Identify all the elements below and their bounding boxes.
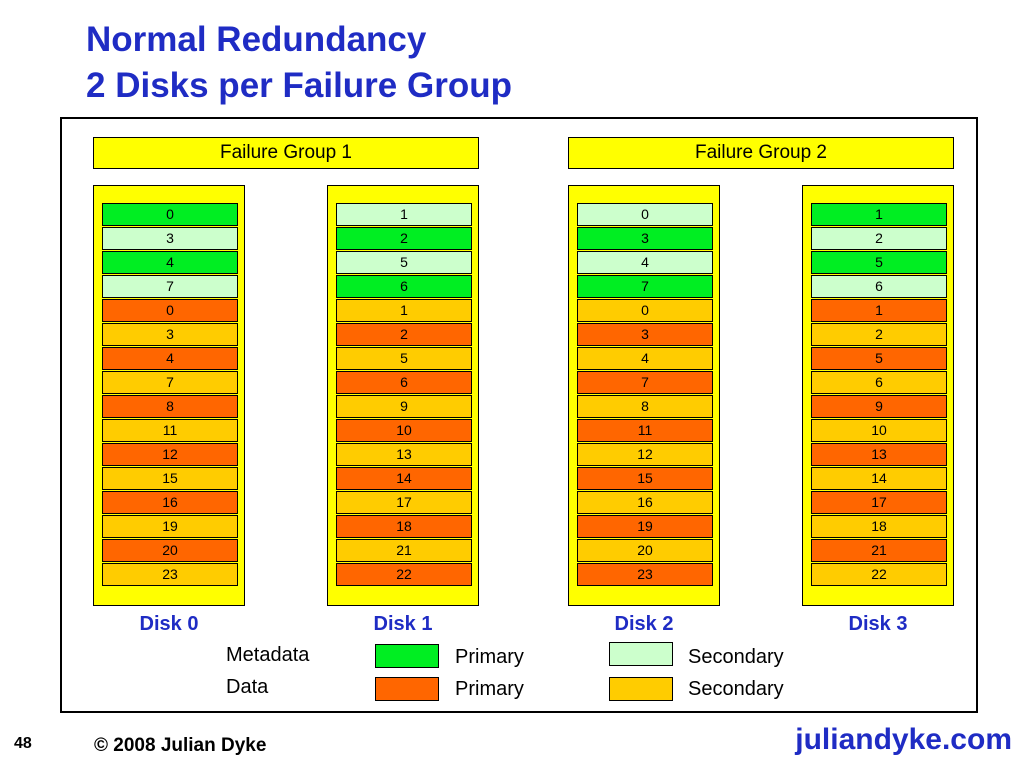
disk-cell: 1 [811, 203, 947, 226]
disk-cell: 4 [102, 251, 238, 274]
diagram-frame [60, 117, 978, 713]
disk-cell: 15 [577, 467, 713, 490]
disk-cell: 17 [811, 491, 947, 514]
disk-cell: 6 [811, 371, 947, 394]
disk-2-cells: 0 3 4 7 0 3 4 7 8 11 12 15 16 19 20 23 [577, 203, 713, 587]
disk-cell: 11 [577, 419, 713, 442]
disk-cell: 5 [336, 251, 472, 274]
disk-cell: 8 [102, 395, 238, 418]
disk-cell: 6 [336, 371, 472, 394]
disk-cell: 23 [102, 563, 238, 586]
title-line-1: Normal Redundancy [86, 20, 427, 59]
legend-data-primary-swatch [375, 677, 439, 701]
disk-1-label: Disk 1 [373, 613, 433, 635]
disk-cell: 0 [102, 203, 238, 226]
disk-cell: 21 [336, 539, 472, 562]
disk-2-label: Disk 2 [614, 613, 674, 635]
disk-3-cells: 1 2 5 6 1 2 5 6 9 10 13 14 17 18 21 22 [811, 203, 947, 587]
disk-cell: 0 [102, 299, 238, 322]
site-link[interactable]: juliandyke.com [795, 723, 1012, 756]
disk-cell: 7 [577, 371, 713, 394]
disk-cell: 12 [102, 443, 238, 466]
disk-cell: 8 [577, 395, 713, 418]
disk-cell: 5 [336, 347, 472, 370]
disk-0-cells: 0 3 4 7 0 3 4 7 8 11 12 15 16 19 20 23 [102, 203, 238, 587]
disk-cell: 13 [811, 443, 947, 466]
legend-metadata-primary-swatch [375, 644, 439, 668]
disk-cell: 4 [577, 347, 713, 370]
disk-cell: 14 [336, 467, 472, 490]
legend-metadata-label: Metadata [226, 644, 310, 666]
disk-cell: 7 [577, 275, 713, 298]
disk-2: 0 3 4 7 0 3 4 7 8 11 12 15 16 19 20 23 [568, 185, 720, 606]
disk-cell: 1 [811, 299, 947, 322]
disk-cell: 5 [811, 251, 947, 274]
disk-cell: 19 [102, 515, 238, 538]
disk-cell: 3 [102, 227, 238, 250]
disk-cell: 0 [577, 203, 713, 226]
disk-cell: 10 [811, 419, 947, 442]
disk-cell: 2 [811, 227, 947, 250]
disk-cell: 2 [336, 227, 472, 250]
disk-cell: 10 [336, 419, 472, 442]
disk-cell: 1 [336, 203, 472, 226]
disk-cell: 20 [102, 539, 238, 562]
disk-cell: 18 [336, 515, 472, 538]
disk-cell: 13 [336, 443, 472, 466]
legend-data-label: Data [226, 676, 269, 698]
disk-1: 1 2 5 6 1 2 5 6 9 10 13 14 17 18 21 22 [327, 185, 479, 606]
failure-group-2-label: Failure Group 2 [568, 137, 954, 169]
disk-cell: 6 [811, 275, 947, 298]
disk-cell: 3 [577, 323, 713, 346]
disk-3: 1 2 5 6 1 2 5 6 9 10 13 14 17 18 21 22 [802, 185, 954, 606]
legend-data-secondary-label: Secondary [688, 678, 784, 700]
disk-cell: 15 [102, 467, 238, 490]
disk-cell: 9 [336, 395, 472, 418]
disk-cell: 3 [102, 323, 238, 346]
disk-3-label: Disk 3 [848, 613, 908, 635]
disk-cell: 22 [336, 563, 472, 586]
disk-cell: 14 [811, 467, 947, 490]
disk-cell: 4 [577, 251, 713, 274]
disk-cell: 16 [102, 491, 238, 514]
disk-cell: 3 [577, 227, 713, 250]
disk-cell: 9 [811, 395, 947, 418]
legend-data-secondary-swatch [609, 677, 673, 701]
disk-0: 0 3 4 7 0 3 4 7 8 11 12 15 16 19 20 23 [93, 185, 245, 606]
disk-cell: 4 [102, 347, 238, 370]
disk-1-cells: 1 2 5 6 1 2 5 6 9 10 13 14 17 18 21 22 [336, 203, 472, 587]
legend-metadata-secondary-swatch [609, 642, 673, 666]
disk-cell: 1 [336, 299, 472, 322]
legend-data-primary-label: Primary [455, 678, 524, 700]
disk-cell: 12 [577, 443, 713, 466]
disk-cell: 11 [102, 419, 238, 442]
copyright-text: © 2008 Julian Dyke [94, 735, 267, 756]
disk-cell: 20 [577, 539, 713, 562]
legend-metadata-secondary-label: Secondary [688, 646, 784, 668]
disk-cell: 17 [336, 491, 472, 514]
disk-0-label: Disk 0 [139, 613, 199, 635]
disk-cell: 19 [577, 515, 713, 538]
disk-cell: 22 [811, 563, 947, 586]
disk-cell: 0 [577, 299, 713, 322]
disk-cell: 21 [811, 539, 947, 562]
disk-cell: 6 [336, 275, 472, 298]
disk-cell: 23 [577, 563, 713, 586]
title-line-2: 2 Disks per Failure Group [86, 66, 512, 105]
disk-cell: 5 [811, 347, 947, 370]
legend-metadata-primary-label: Primary [455, 646, 524, 668]
disk-cell: 2 [811, 323, 947, 346]
page-number: 48 [14, 735, 32, 752]
disk-cell: 2 [336, 323, 472, 346]
disk-cell: 7 [102, 275, 238, 298]
disk-cell: 16 [577, 491, 713, 514]
disk-cell: 7 [102, 371, 238, 394]
failure-group-1-label: Failure Group 1 [93, 137, 479, 169]
disk-cell: 18 [811, 515, 947, 538]
